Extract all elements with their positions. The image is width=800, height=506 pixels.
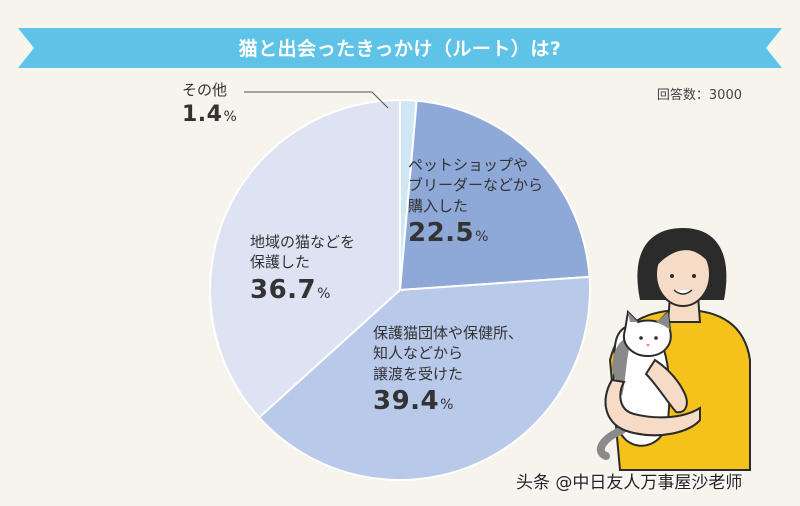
chart-title: 猫と出会ったきっかけ（ルート）は? [238, 38, 562, 60]
slice-label-petshop: ペットショップや ブリーダーなどから 購入した [408, 156, 544, 215]
label-adoption: 保護猫団体や保健所、 知人などから 譲渡を受けた 39.4% [373, 323, 523, 419]
slice-value-rescue: 36.7% [250, 274, 331, 305]
slice-value-adoption: 39.4% [373, 385, 454, 416]
slice-value-other: 1.4% [182, 102, 238, 128]
slice-label-adoption: 保護猫団体や保健所、 知人などから 譲渡を受けた [373, 324, 524, 383]
watermark: 头条 @中日友人万事屋沙老师 [516, 473, 743, 493]
respondent-count: 回答数：3000 [656, 88, 742, 103]
pie-slice-petshop [398, 99, 591, 292]
label-other: その他 1.4% [182, 80, 237, 130]
slice-label-other: その他 [182, 81, 228, 99]
title-ribbon [18, 28, 782, 68]
pie-slice-rescue [209, 98, 401, 419]
slice-value-petshop: 22.5% [408, 217, 489, 248]
label-rescue: 地域の猫などを 保護した 36.7% [250, 232, 355, 308]
pie-slice-adoption [257, 275, 591, 481]
label-petshop: ペットショップや ブリーダーなどから 購入した 22.5% [408, 155, 543, 251]
slice-label-rescue: 地域の猫などを 保護した [250, 233, 356, 272]
